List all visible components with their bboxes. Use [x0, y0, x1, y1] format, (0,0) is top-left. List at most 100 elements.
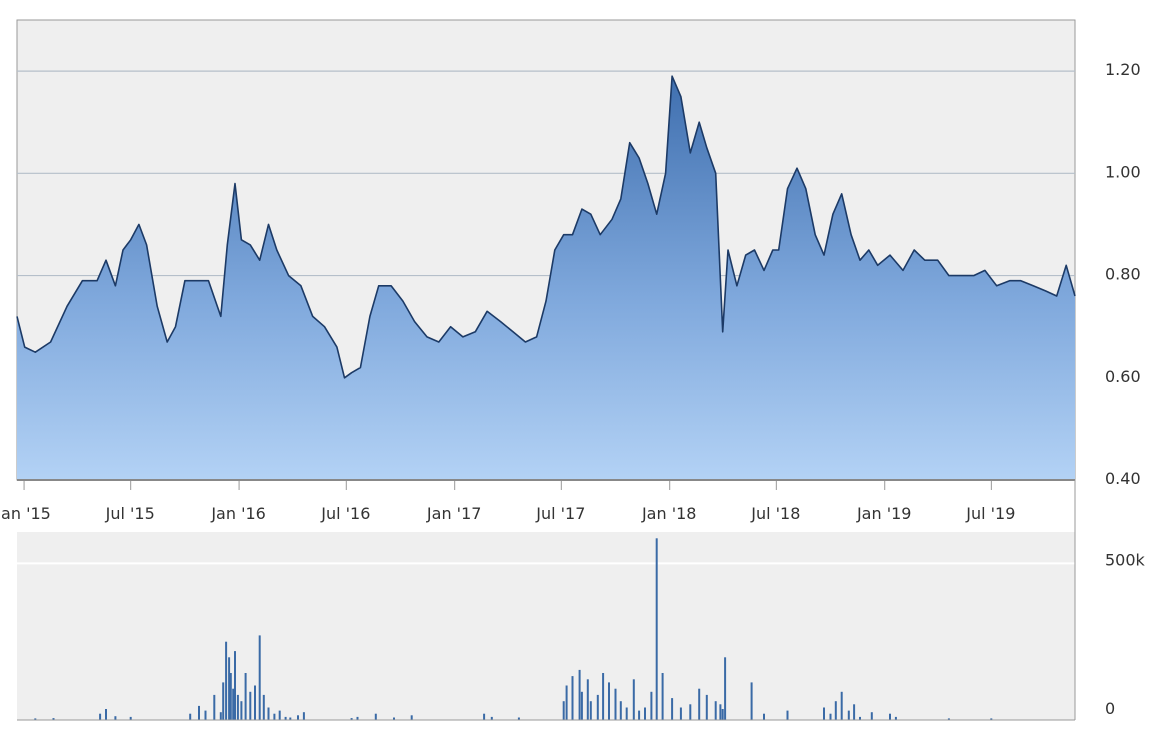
volume-bar: [847, 710, 850, 720]
volume-bar: [644, 707, 646, 720]
date-tick-label: Jan '19: [856, 504, 912, 523]
volume-bar: [34, 718, 37, 720]
date-tick-label: Jan '18: [641, 504, 697, 523]
date-tick-label: Jan '15: [0, 504, 51, 523]
date-tick-label: Jul '18: [750, 504, 800, 523]
price-area: [17, 76, 1075, 480]
date-axis: Jan '15 Jul '15 Jan '16 Jul '16 Jan '17 Jul '…: [0, 481, 1015, 523]
volume-bar: [356, 716, 359, 720]
volume-bar: [219, 712, 222, 720]
volume-bar: [52, 718, 55, 720]
volume-bar: [786, 710, 789, 720]
volume-bar: [608, 682, 610, 720]
volume-bar: [225, 641, 228, 720]
volume-bar: [204, 710, 207, 720]
volume-bar: [236, 694, 239, 720]
volume-bar: [105, 709, 107, 720]
volume-bar: [602, 673, 605, 720]
price-y-tick-label: 0.80: [1105, 265, 1141, 284]
volume-bar: [859, 716, 861, 720]
price-panel: 1.20 1.00 0.80 0.60 0.40: [16, 19, 1141, 488]
price-y-tick-label: 0.60: [1105, 367, 1141, 386]
volume-bar: [829, 713, 832, 720]
volume-bar: [410, 715, 413, 720]
date-tick-label: Jul '16: [320, 504, 370, 523]
volume-bar: [632, 679, 635, 720]
volume-bars: [34, 538, 993, 720]
volume-bar: [763, 713, 765, 720]
volume-bar: [114, 716, 117, 720]
date-tick-label: Jan '17: [426, 504, 482, 523]
volume-y-tick-label: 500k: [1105, 550, 1146, 569]
volume-bar: [249, 691, 252, 720]
volume-bar: [894, 716, 897, 720]
volume-bar: [724, 657, 727, 720]
volume-panel: 500k 0: [17, 480, 1146, 721]
volume-bar: [661, 673, 664, 720]
volume-bar: [189, 713, 192, 720]
volume-bar: [596, 694, 599, 720]
volume-bar: [490, 716, 493, 720]
volume-bar: [870, 712, 873, 720]
volume-bar: [232, 688, 235, 720]
volume-bar: [234, 651, 236, 720]
volume-bar: [297, 715, 299, 720]
volume-bar: [278, 710, 281, 720]
volume-bar: [244, 673, 247, 720]
volume-bar: [228, 657, 231, 720]
volume-bar: [571, 676, 574, 720]
volume-bar: [689, 704, 692, 720]
volume-bar: [889, 713, 891, 720]
volume-bar: [698, 688, 701, 720]
volume-bar: [562, 701, 565, 720]
volume-y-axis: 500k 0: [1105, 550, 1146, 718]
volume-bar: [679, 707, 682, 720]
volume-bar: [213, 694, 216, 720]
volume-bar: [262, 694, 265, 720]
volume-y-tick-label: 0: [1105, 699, 1115, 718]
price-y-tick-label: 0.40: [1105, 469, 1141, 488]
volume-bar: [947, 718, 950, 720]
price-y-tick-label: 1.20: [1105, 60, 1141, 79]
volume-bar: [705, 694, 708, 720]
volume-bar: [198, 705, 200, 720]
volume-bar: [258, 635, 261, 720]
volume-bar: [655, 538, 658, 720]
volume-bar: [302, 712, 305, 720]
volume-bar: [284, 716, 287, 720]
volume-bar: [129, 716, 132, 720]
volume-bar: [614, 688, 617, 720]
volume-bar: [350, 718, 353, 720]
volume-bar: [393, 717, 395, 720]
price-y-tick-label: 1.00: [1105, 162, 1141, 181]
volume-bar: [586, 679, 589, 720]
date-tick-label: Jul '17: [535, 504, 585, 523]
volume-bar: [719, 704, 722, 720]
volume-bar: [240, 701, 243, 720]
date-tick-label: Jan '16: [210, 504, 266, 523]
volume-bar: [565, 685, 568, 720]
volume-bar: [289, 717, 292, 720]
volume-bar: [374, 713, 377, 720]
volume-bar: [625, 707, 628, 720]
volume-bar: [273, 713, 276, 720]
volume-bar: [229, 673, 232, 720]
volume-bar: [834, 701, 837, 720]
volume-bar: [750, 682, 753, 720]
volume-bar: [823, 707, 825, 720]
price-line: [16, 75, 1076, 379]
volume-bar: [589, 701, 592, 720]
volume-bar: [638, 710, 641, 720]
volume-bar: [714, 701, 717, 720]
volume-bar: [619, 701, 622, 720]
volume-bar: [483, 713, 486, 720]
date-tick-label: Jul '19: [965, 504, 1015, 523]
volume-bar: [721, 709, 724, 720]
volume-bar: [853, 704, 856, 720]
volume-bar: [671, 698, 674, 720]
volume-bar: [578, 669, 581, 720]
price-y-axis: 1.20 1.00 0.80 0.60 0.40: [1105, 60, 1141, 488]
date-tick-label: Jul '15: [105, 504, 155, 523]
volume-bar: [990, 718, 993, 720]
volume-bar: [99, 713, 102, 720]
